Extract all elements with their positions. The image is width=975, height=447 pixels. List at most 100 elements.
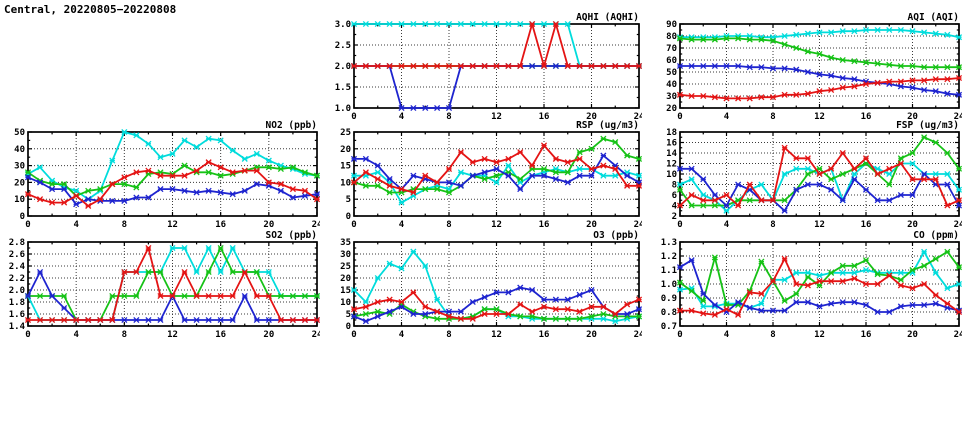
svg-text:60: 60 xyxy=(666,56,677,66)
series-red-markers xyxy=(24,244,321,324)
series-red xyxy=(350,20,643,70)
svg-text:8: 8 xyxy=(672,181,677,191)
chart-title: CO (ppm) xyxy=(913,230,959,241)
svg-text:2: 2 xyxy=(672,212,677,222)
chart-so2: 1.4 1.6 1.8 2.0 2.2 2.4 2.6 2.8 0 4 8 12 16 20 24 SO2 (… xyxy=(4,228,323,340)
plot-frame xyxy=(353,241,640,327)
svg-text:0.7: 0.7 xyxy=(661,322,677,332)
series-red xyxy=(24,244,321,324)
svg-text:8: 8 xyxy=(770,112,775,122)
series-green xyxy=(676,35,963,71)
svg-text:20: 20 xyxy=(263,330,274,340)
svg-text:5: 5 xyxy=(346,310,351,320)
series-red xyxy=(676,255,963,318)
chart-co: 0.7 0.8 0.9 1.0 1.1 1.2 1.3 0 4 8 12 16 20 24 CO (ppm) xyxy=(656,228,965,340)
svg-text:24: 24 xyxy=(312,330,320,340)
axis-labels: 0 10 20 30 40 50 0 4 8 12 16 20 24 xyxy=(14,128,323,230)
series-green-markers xyxy=(676,35,963,71)
svg-text:1.8: 1.8 xyxy=(9,298,25,308)
svg-text:18: 18 xyxy=(666,128,677,138)
svg-text:70: 70 xyxy=(666,44,677,54)
svg-text:2.0: 2.0 xyxy=(335,62,351,72)
svg-text:4: 4 xyxy=(672,202,678,212)
chart-no2: 0 10 20 30 40 50 0 4 8 12 16 20 24 NO2 (ppb) xyxy=(4,118,323,230)
svg-text:1.0: 1.0 xyxy=(661,280,677,290)
series-red xyxy=(676,144,963,209)
svg-text:2.2: 2.2 xyxy=(9,274,25,284)
svg-text:0: 0 xyxy=(351,112,356,122)
svg-text:8: 8 xyxy=(122,330,127,340)
svg-text:12: 12 xyxy=(814,220,825,230)
svg-text:4: 4 xyxy=(724,330,730,340)
svg-text:4: 4 xyxy=(724,112,730,122)
svg-text:40: 40 xyxy=(14,145,25,155)
series-blue-markers xyxy=(24,174,321,208)
svg-text:8: 8 xyxy=(770,220,775,230)
chart-title: O3 (ppb) xyxy=(593,230,639,241)
svg-text:0: 0 xyxy=(677,112,682,122)
svg-text:1.1: 1.1 xyxy=(661,266,677,276)
svg-text:8: 8 xyxy=(446,220,451,230)
svg-text:4: 4 xyxy=(73,330,79,340)
svg-text:0: 0 xyxy=(351,330,356,340)
svg-text:20: 20 xyxy=(14,178,25,188)
svg-text:12: 12 xyxy=(666,160,677,170)
series-red xyxy=(350,289,643,322)
svg-text:12: 12 xyxy=(491,112,502,122)
svg-text:1.5: 1.5 xyxy=(335,83,351,93)
svg-text:16: 16 xyxy=(861,220,872,230)
svg-text:12: 12 xyxy=(814,112,825,122)
series-red-markers xyxy=(676,144,963,209)
svg-text:0: 0 xyxy=(677,220,682,230)
axis-labels: 1.4 1.6 1.8 2.0 2.2 2.4 2.6 2.8 0 4 8 12 16 20 24 xyxy=(9,238,323,340)
chart-title: NO2 (ppb) xyxy=(266,120,317,131)
chart-canvas-so2: 1.4 1.6 1.8 2.0 2.2 2.4 2.6 2.8 0 4 8 12 16 20 24 SO2 (… xyxy=(9,230,323,340)
svg-text:20: 20 xyxy=(586,220,597,230)
svg-text:25: 25 xyxy=(340,128,351,138)
svg-text:14: 14 xyxy=(666,149,677,159)
svg-text:1.4: 1.4 xyxy=(9,322,26,332)
svg-text:24: 24 xyxy=(954,330,962,340)
svg-text:0: 0 xyxy=(20,212,25,222)
chart-fsp: 2 4 6 8 10 12 14 16 18 0 4 8 12 16 20 24 FSP (ug/m3) xyxy=(656,118,965,230)
svg-text:12: 12 xyxy=(491,220,502,230)
svg-text:20: 20 xyxy=(907,330,918,340)
svg-text:0: 0 xyxy=(346,212,351,222)
svg-text:35: 35 xyxy=(340,238,351,248)
svg-text:8: 8 xyxy=(446,330,451,340)
svg-text:2.0: 2.0 xyxy=(9,286,25,296)
svg-text:30: 30 xyxy=(666,92,677,102)
svg-text:0: 0 xyxy=(25,220,30,230)
plot-frame xyxy=(679,131,960,217)
svg-text:80: 80 xyxy=(666,32,677,42)
svg-text:1.0: 1.0 xyxy=(335,104,351,114)
chart-aqhi: 1.0 1.5 2.0 2.5 3.0 0 4 8 12 16 20 24 AQHI (AQHI) xyxy=(330,10,645,122)
chart-canvas-co: 0.7 0.8 0.9 1.0 1.1 1.2 1.3 0 4 8 12 16 20 24 CO (ppm) xyxy=(661,230,965,340)
series-blue-markers xyxy=(350,152,643,193)
svg-text:8: 8 xyxy=(446,112,451,122)
svg-text:4: 4 xyxy=(73,220,79,230)
chart-title: RSP (ug/m3) xyxy=(576,120,639,131)
svg-text:16: 16 xyxy=(539,220,550,230)
svg-text:2.8: 2.8 xyxy=(9,238,25,248)
series-blue xyxy=(676,257,963,316)
svg-text:16: 16 xyxy=(666,139,677,149)
svg-text:24: 24 xyxy=(312,220,320,230)
svg-text:10: 10 xyxy=(340,298,351,308)
svg-text:50: 50 xyxy=(666,68,677,78)
chart-title: AQHI (AQHI) xyxy=(576,12,639,23)
svg-text:50: 50 xyxy=(14,128,25,138)
chart-canvas-aqhi: 1.0 1.5 2.0 2.5 3.0 0 4 8 12 16 20 24 AQHI (AQHI) xyxy=(335,12,645,122)
svg-text:6: 6 xyxy=(672,191,677,201)
series-blue-markers xyxy=(676,257,963,316)
svg-text:2.4: 2.4 xyxy=(9,262,26,272)
series-blue xyxy=(676,62,963,98)
series-green-markers xyxy=(24,162,321,199)
series-cyan xyxy=(676,26,963,41)
svg-text:90: 90 xyxy=(666,20,677,30)
axis-labels: 0 5 10 15 20 25 0 4 8 12 16 20 24 xyxy=(340,128,645,230)
series-green xyxy=(676,248,963,309)
svg-text:12: 12 xyxy=(491,330,502,340)
svg-text:20: 20 xyxy=(907,112,918,122)
